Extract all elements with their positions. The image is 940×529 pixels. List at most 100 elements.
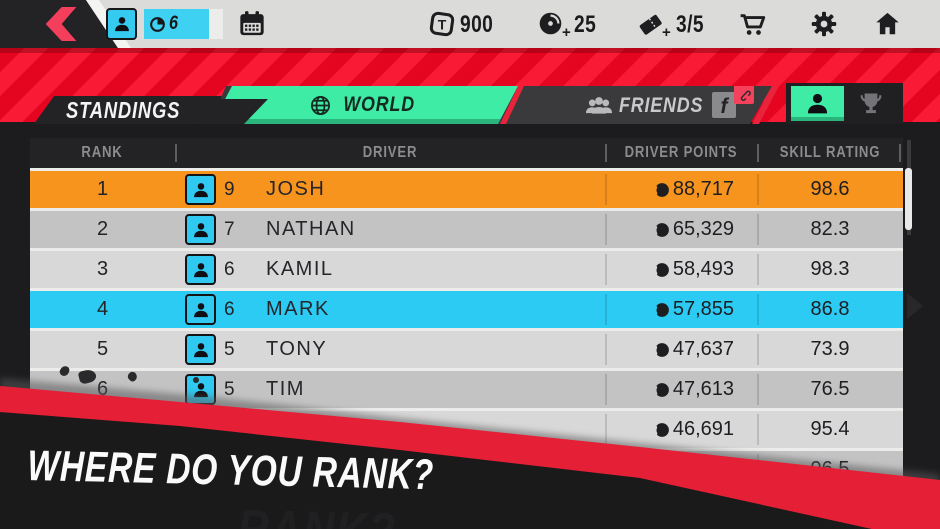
player-level: 6: [169, 13, 178, 34]
header-divider: [899, 144, 901, 162]
rank-value: 2: [96, 218, 109, 240]
driver-points: 47,637: [672, 338, 734, 360]
ticket-icon[interactable]: [636, 10, 665, 39]
skill-rating: 96.5: [810, 458, 850, 480]
table-row[interactable]: 3 6 KAMIL 58,493 98.3: [30, 251, 903, 288]
driver-name: NATHAN: [266, 218, 356, 240]
driver-points-cell: 37,856: [586, 451, 734, 488]
driver-points: 58,493: [672, 258, 734, 280]
driver-level: 9: [224, 178, 235, 200]
calendar-icon[interactable]: [238, 10, 266, 38]
disc-balance: 25: [574, 11, 597, 38]
driver-name: TIM: [266, 378, 305, 400]
standings-table: RANK DRIVER DRIVER POINTS SKILL RATING 1…: [30, 138, 903, 488]
person-icon: [193, 382, 208, 397]
driver-level: 6: [224, 298, 235, 320]
row-divider: [757, 214, 759, 245]
driver-avatar: [185, 174, 216, 205]
tab-friends-label: FRIENDS: [619, 94, 704, 117]
back-button[interactable]: [38, 7, 84, 41]
link-connect-icon[interactable]: [734, 86, 754, 104]
chain-icon: [740, 90, 751, 101]
driver-points-cell: 57,855: [586, 291, 734, 328]
gear-icon[interactable]: [810, 10, 838, 38]
facebook-letter: f: [720, 95, 728, 118]
driver-name: MARK: [266, 298, 330, 320]
globe-icon: [310, 95, 330, 115]
rank-value: 6: [96, 378, 109, 400]
rank-value: 3: [96, 258, 109, 280]
person-icon: [193, 342, 208, 357]
skill-rating: 86.8: [810, 298, 850, 320]
person-icon: [807, 93, 828, 114]
row-divider: [757, 334, 759, 365]
driver-avatar: [185, 334, 216, 365]
column-header-skill-rating: SKILL RATING: [779, 144, 881, 161]
person-icon: [193, 262, 208, 277]
points-disc-icon: [653, 422, 669, 437]
disc-currency-icon[interactable]: [537, 10, 564, 37]
driver-points: 57,855: [672, 298, 734, 320]
driver-avatar: [185, 414, 216, 445]
driver-name: JOSH: [266, 178, 326, 200]
skill-rating: 73.9: [810, 338, 850, 360]
token-icon[interactable]: T: [428, 10, 456, 38]
points-disc-icon: [653, 462, 669, 477]
cart-icon[interactable]: [737, 10, 768, 40]
driver-avatar: [185, 214, 216, 245]
ticket-plus: +: [662, 24, 671, 41]
points-disc-icon: [653, 302, 669, 317]
row-divider: [605, 214, 607, 245]
players-standings-button[interactable]: [791, 86, 844, 121]
banner-watermark: RANK?: [237, 498, 398, 529]
standings-mode-switch: [786, 83, 903, 124]
row-divider: [605, 174, 607, 205]
driver-points-cell: 47,637: [586, 331, 734, 368]
skill-rating: 82.3: [810, 218, 850, 240]
home-icon[interactable]: [874, 10, 901, 37]
header-divider: [175, 144, 177, 162]
row-divider: [757, 174, 759, 205]
header-divider: [605, 144, 607, 162]
trophy-standings-button[interactable]: [850, 88, 892, 119]
person-icon: [193, 422, 208, 437]
table-row[interactable]: 6 5 TIM 47,613 76.5: [30, 371, 903, 408]
row-divider: [757, 254, 759, 285]
points-disc-icon: [653, 182, 669, 197]
token-symbol: T: [438, 16, 447, 32]
skill-rating: 76.5: [810, 378, 850, 400]
person-icon: [193, 302, 208, 317]
person-icon: [114, 17, 129, 32]
table-row[interactable]: 2 7 NATHAN 65,329 82.3: [30, 211, 903, 248]
column-header-rank: RANK: [81, 144, 123, 161]
facebook-icon[interactable]: f: [712, 92, 736, 118]
trophy-icon: [860, 93, 882, 113]
header-divider: [757, 144, 759, 162]
points-disc-icon: [653, 262, 669, 277]
player-position-arrow: [907, 293, 923, 319]
profile-avatar-button[interactable]: [106, 8, 137, 40]
driver-points: 88,717: [672, 178, 734, 200]
table-row-current-player[interactable]: 4 6 MARK 57,855 86.8: [30, 291, 903, 328]
driver-name: DONALD: [266, 418, 359, 440]
points-disc-icon: [653, 342, 669, 357]
disc-plus: +: [562, 24, 571, 41]
row-divider: [605, 334, 607, 365]
column-header-driver: DRIVER: [362, 144, 418, 161]
driver-avatar: [185, 294, 216, 325]
table-row[interactable]: 1 9 JOSH 88,717 98.6: [30, 171, 903, 208]
driver-points-cell: 46,691: [586, 411, 734, 448]
scrollbar-thumb[interactable]: [905, 168, 912, 230]
level-progress-bar[interactable]: 6: [144, 9, 223, 39]
rank-value: 4: [96, 298, 109, 320]
table-row[interactable]: 5 5 TONY 47,637 73.9: [30, 331, 903, 368]
tab-world[interactable]: WORLD: [212, 86, 518, 124]
table-row[interactable]: DONALD 46,691 95.4: [30, 411, 903, 448]
driver-name: TONY: [266, 338, 328, 360]
skill-rating: 98.6: [810, 178, 850, 200]
driver-points-cell: 65,329: [586, 211, 734, 248]
driver-level: 7: [224, 218, 235, 240]
rank-value: 1: [96, 178, 109, 200]
row-divider: [605, 254, 607, 285]
